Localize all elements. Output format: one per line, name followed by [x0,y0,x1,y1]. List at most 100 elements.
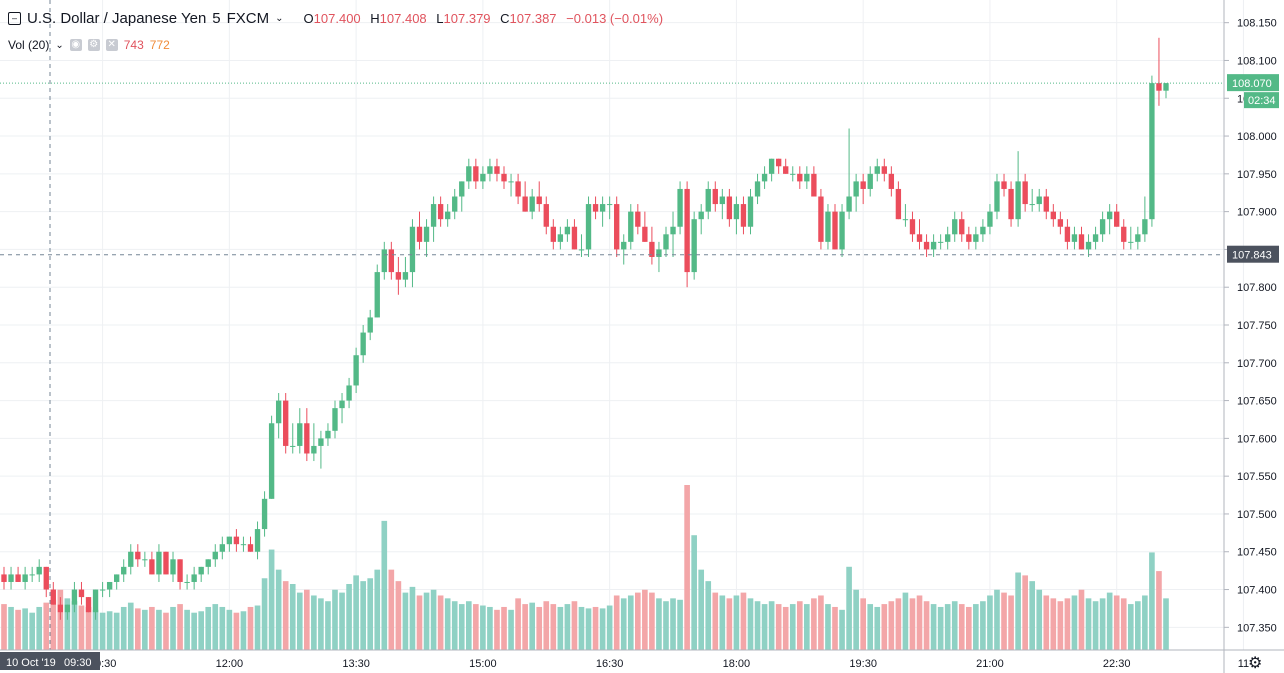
eye-icon[interactable]: ◉ [69,39,82,51]
symbol-name[interactable]: U.S. Dollar / Japanese Yen [27,10,207,27]
volume-bar [994,589,1000,650]
candle-body [106,581,113,590]
candle-body [635,211,641,227]
y-tick-label: 107.650 [1237,396,1277,408]
volume-legend: Vol (20) ⌄ ◉ ⚙ ✕ 743 772 [8,38,170,52]
candle-body [191,574,197,582]
candle-body [452,196,458,212]
ohlc-values: O107.400 H107.408 L107.379 C107.387 −0.0… [304,11,664,26]
volume-bar [85,606,92,650]
candle-body [1092,234,1099,242]
volume-bar [930,604,937,650]
candle-body [606,204,613,206]
time-axis[interactable]: 10:30 12:00 13:30 15:00 16:30 18:00 19:30 21:00… [0,649,1284,670]
collapse-icon[interactable]: – [8,12,21,25]
close-label: C [500,11,510,26]
volume-bar [895,598,902,650]
x-tick-label: 11 [1238,658,1249,670]
candle-body [1022,181,1028,205]
chevron-down-icon[interactable]: ⌄ [55,39,64,51]
candle-body [677,188,683,227]
volume-bar [395,581,402,650]
volume-bar [916,595,923,650]
volume-bar [163,612,169,650]
gear-icon[interactable]: ⚙ [1248,655,1263,672]
chevron-down-icon[interactable]: ⌄ [275,13,284,24]
candle-body [853,181,859,197]
candle-body [1015,181,1021,220]
candle-body [57,604,64,613]
candle-body [85,597,92,613]
candle-body [205,559,211,567]
candle-body [522,196,528,212]
volume-bar [64,598,71,650]
volume-bar [120,606,127,650]
volume-bar [247,606,254,650]
volume-bar [811,598,817,650]
source-label[interactable]: FXCM [226,10,270,27]
candle-body [311,445,317,454]
candle-body [128,551,134,567]
candle-body [1071,234,1078,242]
close-icon[interactable]: ✕ [105,39,118,51]
price-axis[interactable]: 108.150108.100108.050108.000107.950107.9… [1223,0,1279,673]
candle-body [1043,196,1049,212]
volume-bar [860,598,866,650]
volume-bar [29,612,35,650]
volume-bar [902,592,909,650]
countdown-tag [1244,92,1279,109]
y-tick-label: 107.550 [1237,471,1277,483]
crosshair-date: 10 Oct '19 [6,657,56,669]
candle-body [564,226,571,235]
volume-bar [522,604,528,650]
candle-body [8,574,14,582]
candle-body [1008,188,1014,220]
volume-bar [937,606,944,650]
candle-body [247,544,254,552]
volume-bar [43,602,50,650]
candle-body [1149,83,1155,220]
volume-bar [853,589,859,650]
volume-bar [832,606,838,650]
volume-bar [698,569,705,650]
crosshair-price-value: 107.843 [1232,250,1272,262]
last-price-tag [1227,74,1279,92]
candle-body [409,226,416,273]
volume-bar [367,578,374,650]
candle-body [966,234,972,242]
candle-body [92,589,99,613]
volume-label[interactable]: Vol (20) [8,38,50,52]
crosshair-time-tag [0,652,100,670]
volume-bar [233,612,240,650]
volume-bar [761,604,768,650]
candle-body [1078,234,1085,250]
volume-bar [944,604,951,650]
volume-bar [867,604,874,650]
low-value: 107.379 [443,11,491,26]
candle-body [656,249,662,257]
interval-label[interactable]: 5 [212,10,221,27]
volume-bar [465,601,472,650]
volume-bar [191,612,197,650]
candle-body [550,226,556,242]
candle-body [170,559,176,575]
volume-bar [1156,571,1162,650]
volume-bar [106,611,113,650]
volume-bar [642,589,648,650]
candle-body [733,204,740,220]
candle-body [184,581,190,583]
candle-body [423,226,430,242]
volume-bar [789,604,796,650]
volume-bar [219,606,226,650]
candle-body [261,498,268,530]
volume-bar [8,606,14,650]
y-tick-label: 107.950 [1237,169,1277,181]
candle-body [367,317,373,333]
candle-body [283,400,289,446]
volume-bar [311,595,317,650]
volume-bar [374,569,381,650]
settings-icon[interactable]: ⚙ [87,39,100,51]
candle-body [233,536,240,545]
candle-body [937,241,944,243]
